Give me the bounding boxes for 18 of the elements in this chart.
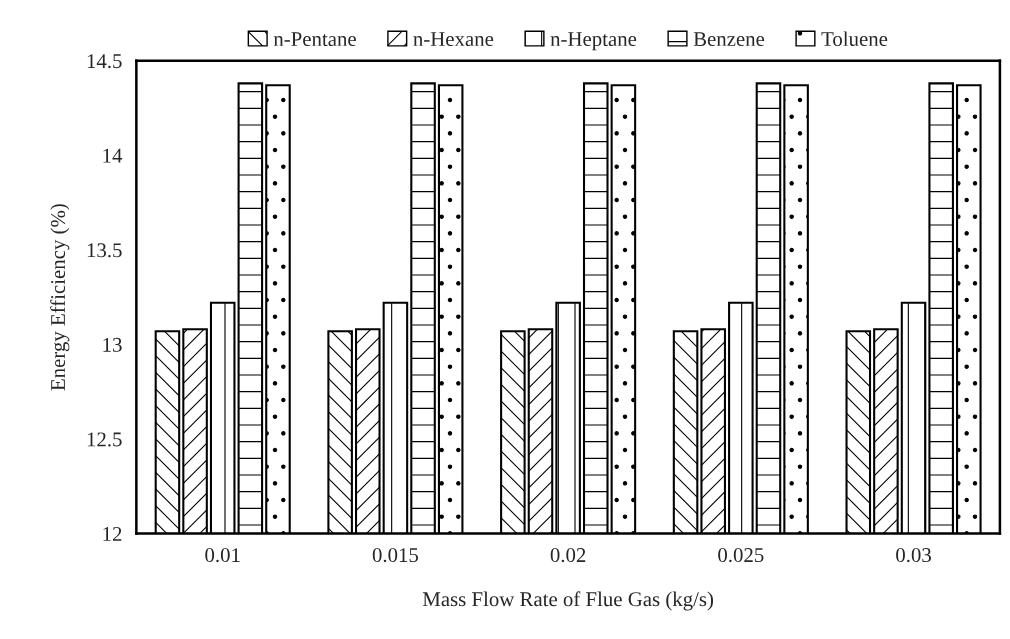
x-tick-label: 0.025: [718, 548, 764, 563]
y-tick-label: 14: [103, 148, 123, 163]
y-tick-label: 12: [103, 527, 122, 541]
legend-label: n-Pentane: [273, 32, 356, 47]
legend-label: n-Heptane: [550, 32, 637, 51]
y-tick-label: 13: [103, 337, 122, 352]
x-tick-label: 0.02: [550, 548, 586, 563]
x-tick-label: 0.015: [372, 548, 419, 563]
y-tick-label: 13.5: [87, 243, 122, 258]
x-axis-title: Mass Flow Rate of Flue Gas (kg/s): [422, 591, 714, 611]
y-tick-label: 14.5: [87, 54, 122, 69]
x-tick-label: 0.01: [205, 548, 240, 563]
legend-label: Benzene: [693, 32, 765, 47]
legend-label: Toluene: [821, 31, 888, 47]
x-tick-label: 0.03: [896, 548, 931, 563]
legend-label: n-Hexane: [413, 32, 494, 47]
y-tick-label: 12.5: [87, 432, 122, 447]
y-axis-title: Energy Efficiency (%): [50, 204, 70, 391]
